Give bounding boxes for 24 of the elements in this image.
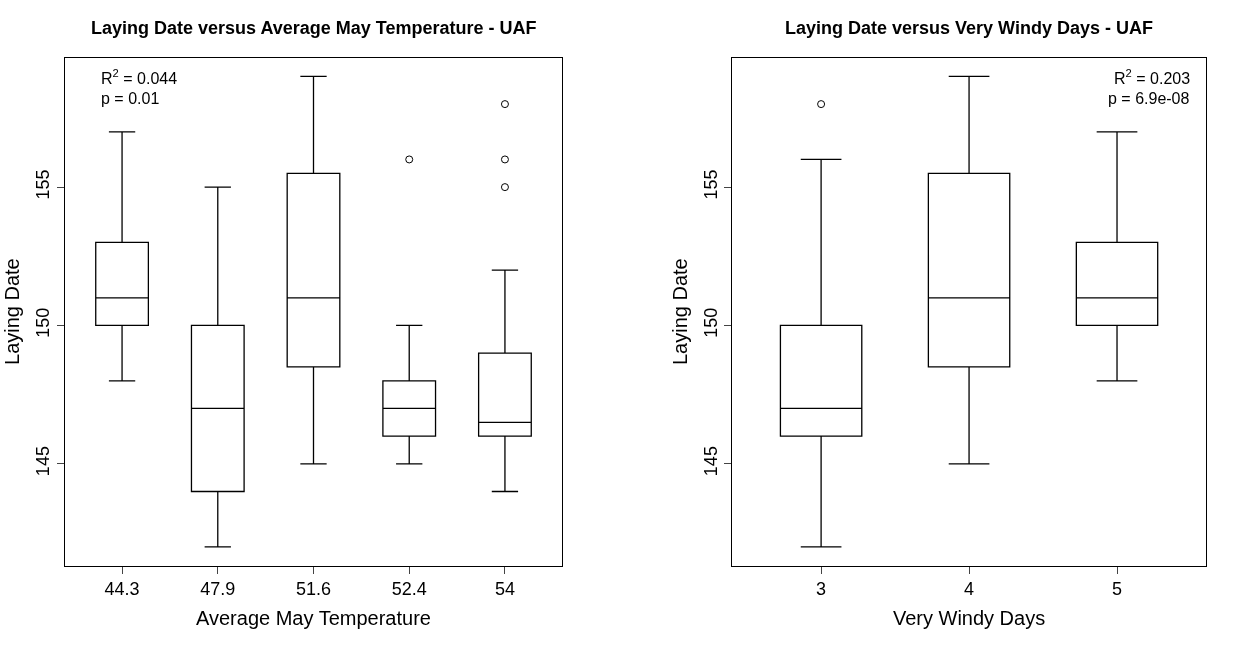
x-tick-label: 5 bbox=[1112, 579, 1123, 600]
y-tick-label: 155 bbox=[701, 169, 722, 200]
x-tick-label: 54 bbox=[494, 579, 515, 600]
y-tick-label: 145 bbox=[701, 446, 722, 477]
x-tick-label: 3 bbox=[816, 579, 827, 600]
x-tick-label: 44.3 bbox=[104, 579, 140, 600]
x-tick-label: 47.9 bbox=[200, 579, 236, 600]
y-tick-label: 145 bbox=[33, 446, 54, 477]
chart-title: Laying Date versus Average May Temperature - UAF bbox=[91, 18, 537, 38]
x-tick-label: 51.6 bbox=[295, 579, 332, 600]
x-axis-title: Average May Temperature bbox=[196, 606, 431, 629]
x-tick-label: 4 bbox=[964, 579, 975, 600]
y-axis-title: Laying Date bbox=[0, 258, 23, 365]
chart-title: Laying Date versus Very Windy Days - UAF bbox=[785, 18, 1153, 38]
annotation: R$^{2}$ = 0.044 bbox=[101, 67, 178, 87]
annotation: p = 6.9e-08 bbox=[1108, 90, 1190, 107]
y-tick-label: 150 bbox=[701, 307, 722, 338]
x-tick-label: 52.4 bbox=[391, 579, 427, 600]
y-tick-label: 150 bbox=[33, 307, 54, 338]
x-axis-title: Very Windy Days bbox=[892, 606, 1046, 629]
annotation: p = 0.01 bbox=[101, 90, 160, 107]
y-tick-label: 155 bbox=[33, 169, 54, 200]
annotation: R$^{2}$ = 0.203 bbox=[1114, 67, 1191, 87]
y-axis-title: Laying Date bbox=[668, 258, 691, 365]
